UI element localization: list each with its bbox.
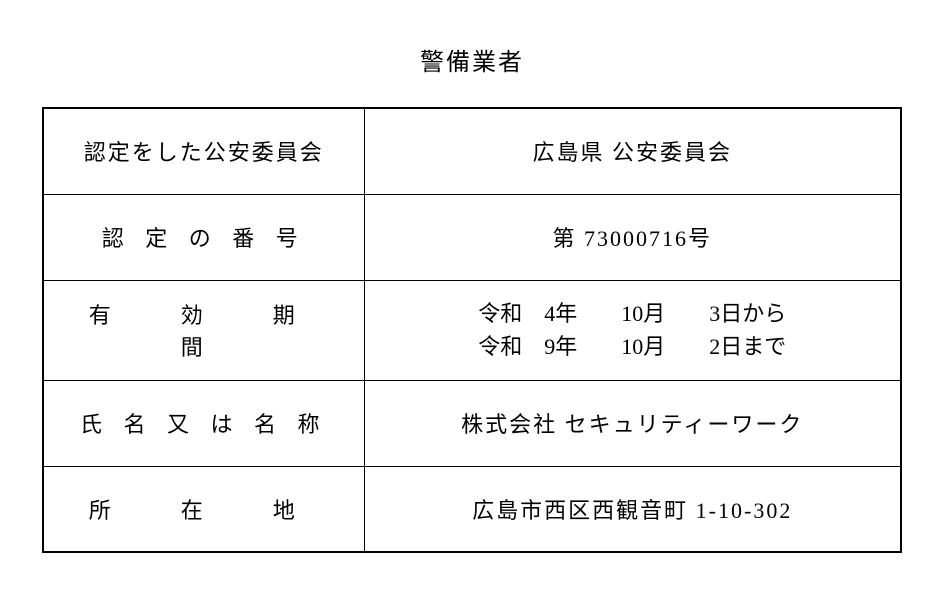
label-cert-number: 認 定 の 番 号	[43, 194, 364, 280]
document-title: 警備業者	[0, 42, 944, 77]
value-name: 株式会社 セキュリティーワーク	[364, 380, 901, 466]
label-name: 氏 名 又 は 名 称	[43, 380, 364, 466]
label-committee: 認定をした公安委員会	[43, 108, 364, 194]
table-row: 認 定 の 番 号 第 73000716号	[43, 194, 901, 280]
value-cert-number: 第 73000716号	[364, 194, 901, 280]
value-validity: 令和 4年 10月 3日から 令和 9年 10月 2日まで	[364, 280, 901, 380]
table-row: 認定をした公安委員会 広島県 公安委員会	[43, 108, 901, 194]
table-row: 所 在 地 広島市西区西観音町 1-10-302	[43, 466, 901, 552]
value-address: 広島市西区西観音町 1-10-302	[364, 466, 901, 552]
table-row: 氏 名 又 は 名 称 株式会社 セキュリティーワーク	[43, 380, 901, 466]
validity-from: 令和 4年 10月 3日から	[478, 297, 786, 330]
label-validity: 有 効 期 間	[43, 280, 364, 380]
validity-to: 令和 9年 10月 2日まで	[478, 330, 786, 363]
info-table: 認定をした公安委員会 広島県 公安委員会 認 定 の 番 号 第 7300071…	[42, 107, 902, 553]
value-committee: 広島県 公安委員会	[364, 108, 901, 194]
label-address: 所 在 地	[43, 466, 364, 552]
table-row: 有 効 期 間 令和 4年 10月 3日から 令和 9年 10月 2日まで	[43, 280, 901, 380]
